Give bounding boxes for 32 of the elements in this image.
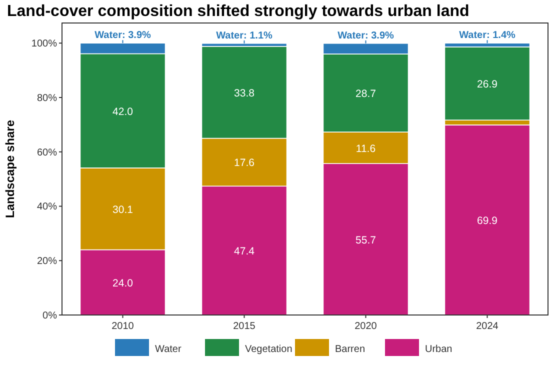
legend-label: Water [155, 344, 182, 355]
data-label: 69.9 [477, 214, 498, 227]
data-label: Water: 1.1% [216, 30, 273, 42]
y-tick-label: 20% [36, 256, 58, 268]
data-label: 11.6 [356, 142, 376, 155]
data-label: 33.8 [234, 87, 255, 100]
data-label: 28.7 [356, 88, 376, 100]
y-axis-title: Landscape share [3, 120, 17, 218]
y-tick-label: 40% [36, 202, 58, 213]
y-tick-label: 0% [42, 310, 58, 322]
legend-label: Vegetation [245, 344, 292, 355]
legend-label: Urban [425, 344, 452, 355]
data-label: 47.4 [234, 246, 255, 258]
data-label: 55.7 [356, 234, 376, 246]
x-tick-label: 2020 [354, 321, 378, 332]
legend-label: Barren [335, 344, 366, 355]
data-label: 26.9 [477, 78, 498, 90]
data-label: Water: 3.9% [94, 30, 152, 42]
x-tick-label: 2015 [233, 321, 256, 332]
data-label: Water: 3.9% [338, 30, 394, 42]
data-label: 24.0 [112, 277, 134, 290]
data-label: 42.0 [112, 106, 134, 118]
chart-title: Land-cover composition shifted strongly towards urban land [7, 3, 470, 20]
x-tick-label: 2010 [112, 321, 134, 332]
y-tick-label: 80% [36, 92, 58, 104]
data-label: 17.6 [234, 157, 255, 170]
y-tick-label: 100% [31, 38, 58, 50]
bar [444, 124, 530, 316]
x-tick-label: 2024 [476, 321, 499, 332]
data-label: 30.1 [112, 204, 134, 216]
y-tick-label: 60% [36, 147, 58, 158]
data-label: Water: 1.4% [459, 30, 516, 42]
